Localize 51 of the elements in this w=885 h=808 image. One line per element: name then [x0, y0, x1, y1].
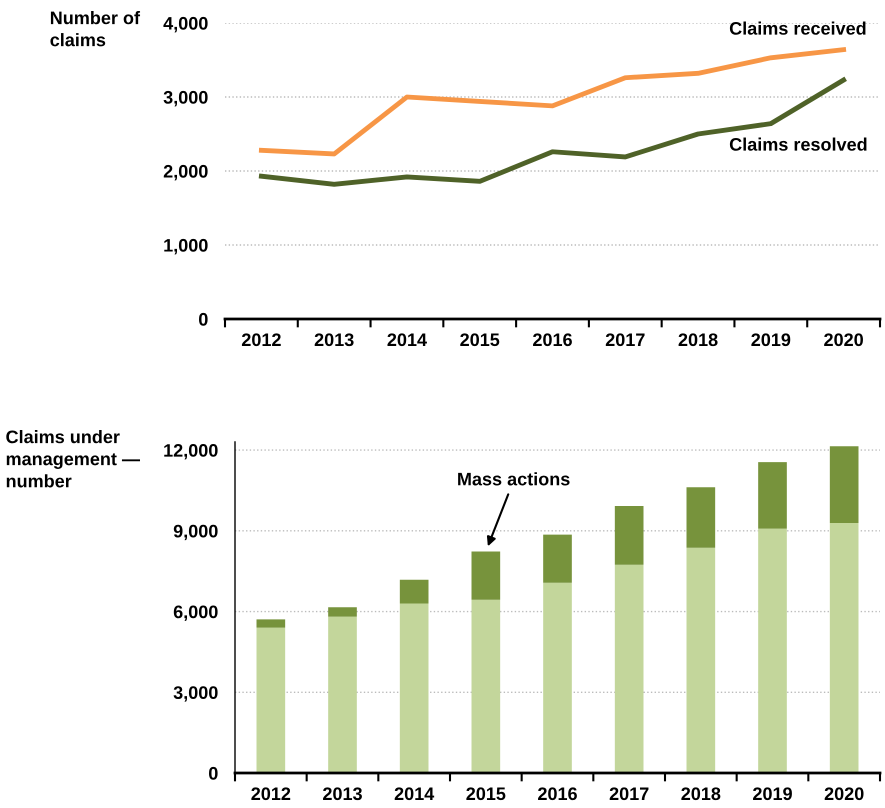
x-tick-label: 2020: [824, 333, 863, 346]
series-label: Claims received: [730, 22, 866, 35]
bar: [758, 462, 787, 529]
bar: [614, 506, 644, 565]
bar: [686, 548, 716, 773]
bar: [472, 600, 500, 773]
x-tick-label: 2015: [466, 787, 506, 800]
bar: [543, 534, 572, 583]
y-tick-label: 3,000: [164, 90, 208, 106]
y-tick-label: 9,000: [174, 524, 218, 540]
bar: [400, 603, 428, 773]
bar: [830, 446, 858, 523]
x-tick-label: 2019: [751, 333, 790, 346]
y-tick-label: 3,000: [174, 686, 218, 702]
bar: [543, 582, 572, 773]
x-tick-label: 2013: [323, 787, 362, 800]
y-tick-label: 2,000: [164, 164, 208, 180]
bar: [256, 619, 286, 628]
bar: [400, 580, 428, 604]
y-axis-title: Number of claims: [50, 11, 140, 46]
bar: [256, 628, 286, 773]
x-tick-label: 2015: [460, 333, 500, 346]
x-tick-label: 2017: [606, 333, 645, 346]
bar: [614, 564, 644, 773]
x-tick-label: 2019: [753, 787, 792, 800]
y-tick-label: 12,000: [164, 444, 218, 460]
x-tick-label: 2014: [394, 787, 434, 800]
x-tick-label: 2017: [610, 787, 648, 800]
x-tick-label: 2016: [533, 333, 572, 346]
y-tick-label: 6,000: [174, 605, 218, 621]
x-tick-label: 2014: [387, 333, 427, 346]
y-tick-label: 1,000: [164, 238, 208, 254]
bar: [686, 487, 716, 548]
y-tick-label: 0: [209, 766, 218, 780]
bar: [328, 607, 357, 617]
bar: [758, 528, 787, 773]
y-tick-label: 4,000: [163, 16, 208, 32]
x-tick-label: 2016: [538, 787, 577, 800]
y-axis-title: Claims under management — number: [6, 430, 140, 488]
y-tick-label: 0: [199, 312, 208, 326]
x-tick-label: 2012: [251, 787, 290, 800]
annotation: Mass actions: [458, 472, 570, 486]
x-tick-label: 2018: [681, 787, 720, 800]
x-tick-label: 2013: [314, 333, 354, 346]
x-tick-label: 2020: [824, 787, 864, 800]
bar: [830, 523, 858, 773]
series-label: Claims resolved: [730, 138, 866, 151]
x-tick-label: 2018: [678, 333, 718, 346]
bar: [328, 616, 357, 773]
bar: [472, 552, 500, 600]
x-tick-label: 2012: [242, 333, 281, 346]
